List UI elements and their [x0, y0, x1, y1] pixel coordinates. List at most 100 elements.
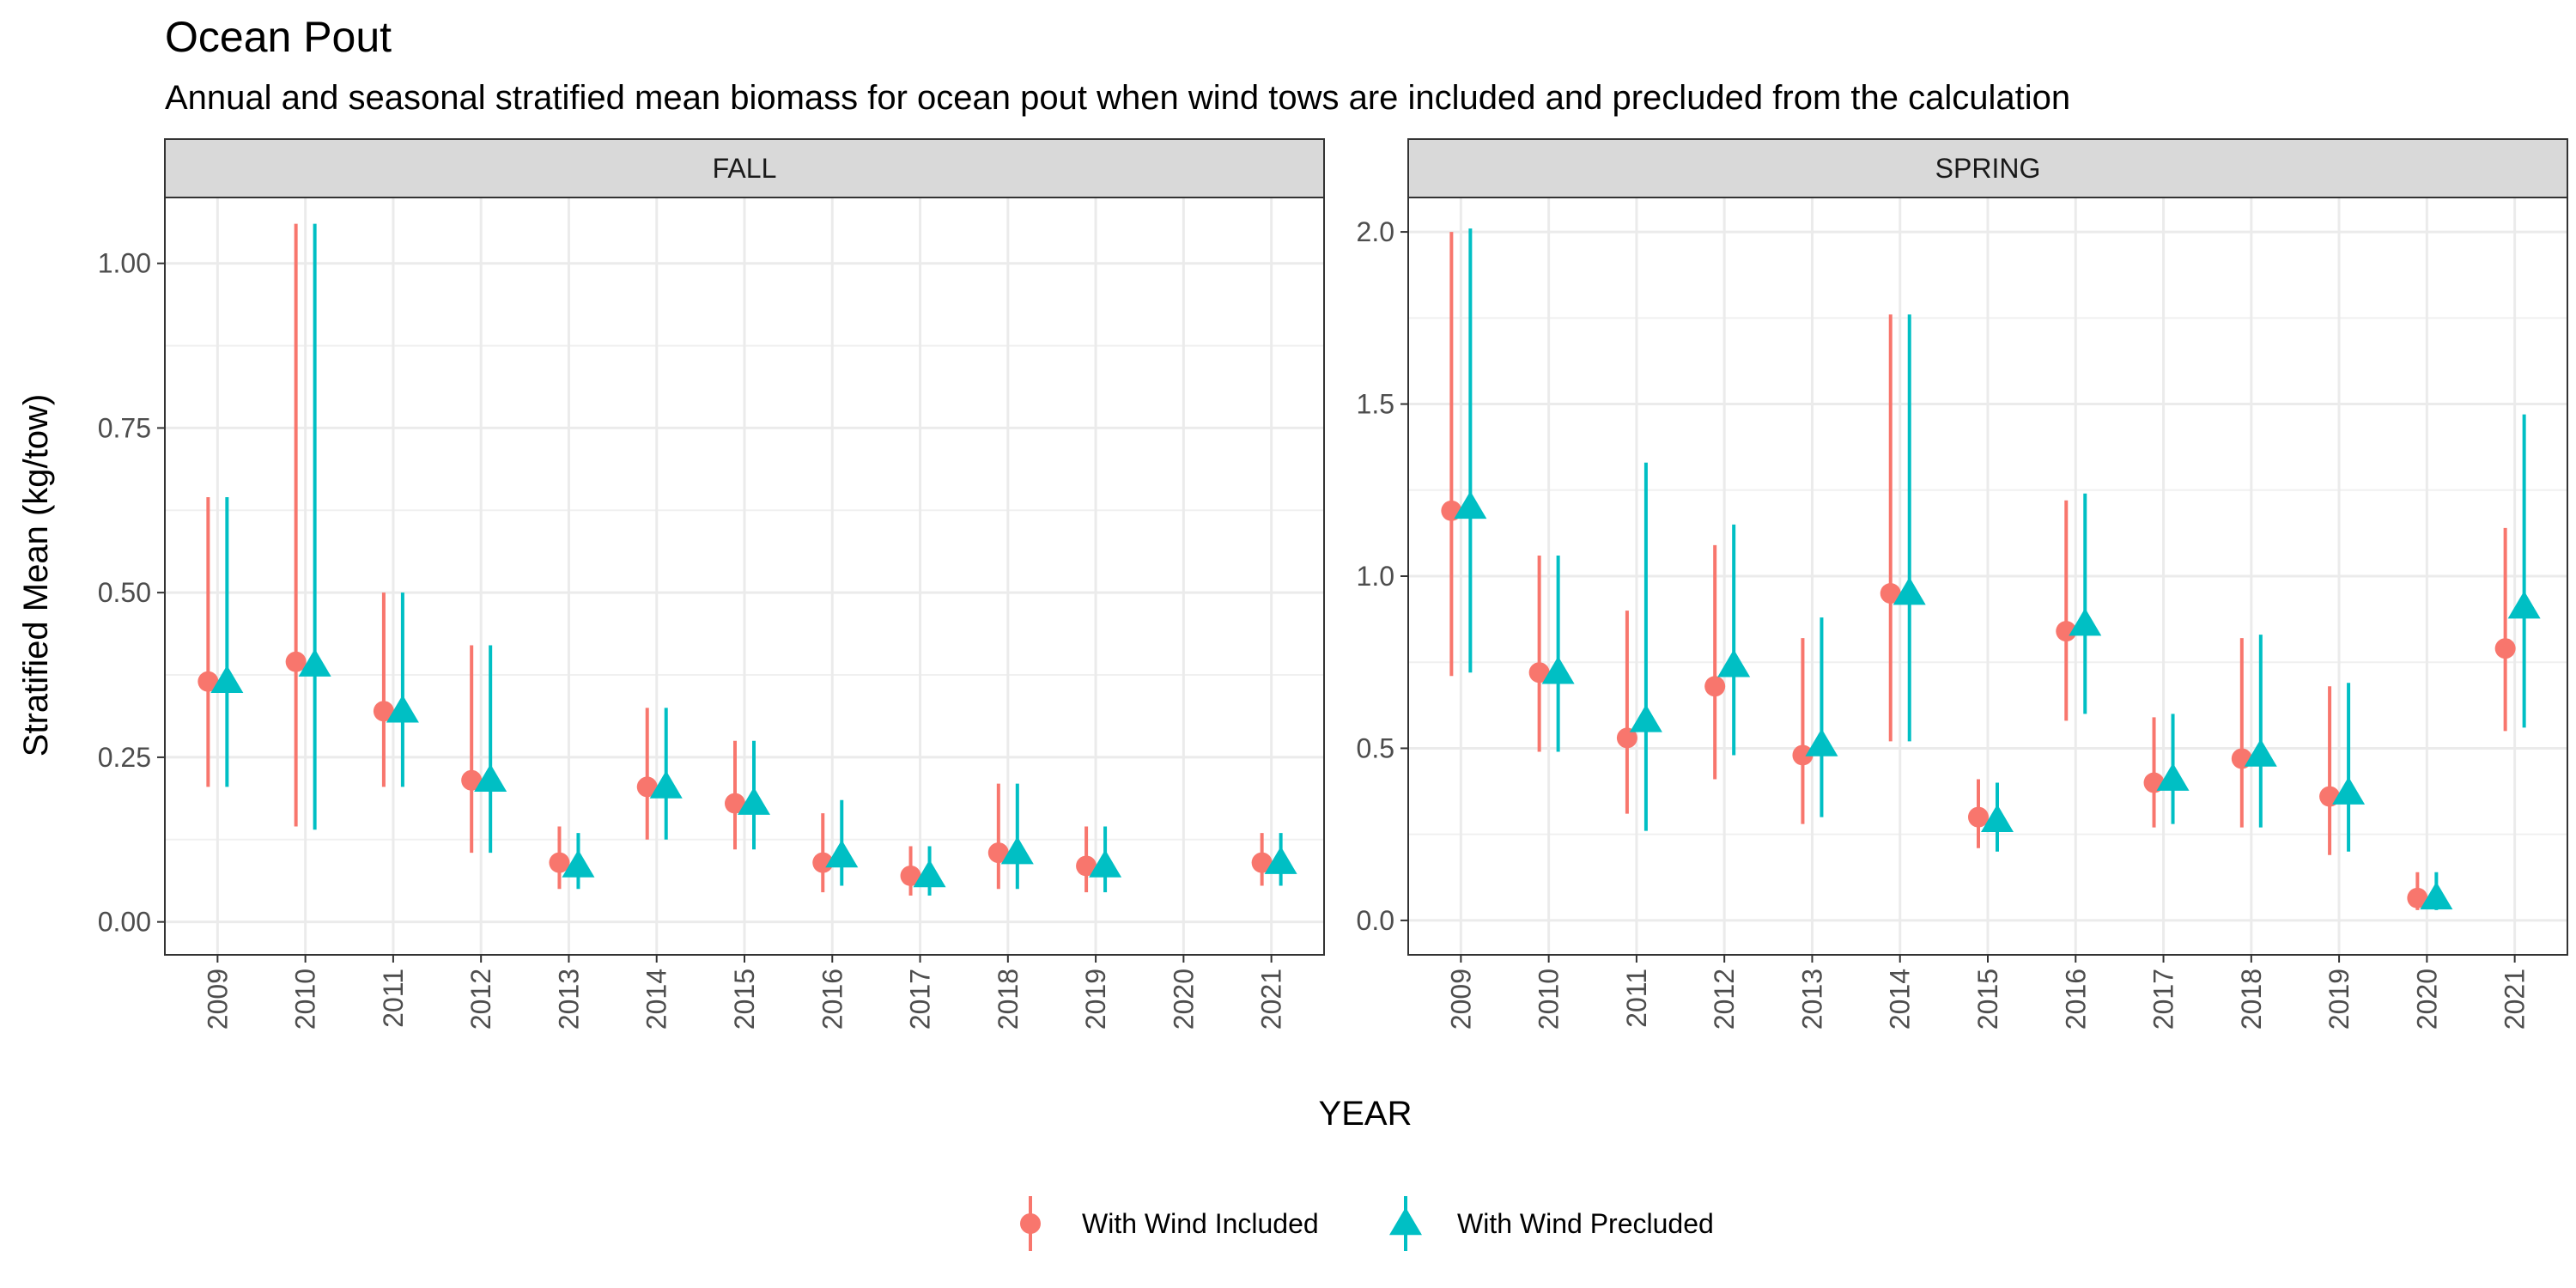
- x-tick-label: 2017: [905, 969, 936, 1030]
- x-tick-label: 2014: [1885, 969, 1916, 1030]
- data-point: [900, 865, 921, 886]
- x-tick-label: 2013: [553, 969, 584, 1030]
- x-tick-label: 2021: [2500, 969, 2530, 1030]
- x-tick-label: 2009: [202, 969, 233, 1030]
- data-point: [1968, 806, 1989, 828]
- data-point: [1000, 836, 1034, 865]
- data-point: [1528, 662, 1550, 683]
- data-point: [1089, 849, 1122, 878]
- x-axis-title: YEAR: [1319, 1095, 1413, 1133]
- x-tick-label: 2015: [1972, 969, 2003, 1030]
- legend-key-circle: [1020, 1213, 1041, 1234]
- data-point: [2332, 776, 2366, 805]
- x-tick-label: 2019: [1080, 969, 1111, 1030]
- data-point: [461, 769, 483, 791]
- x-tick-label: 2015: [729, 969, 760, 1030]
- data-point: [298, 648, 331, 677]
- data-point: [285, 651, 307, 672]
- facet-panels: FALL 0.00 0.25 0.50 0.75 1.00 2009 2010 2011 2012…: [98, 138, 2568, 1030]
- data-point: [373, 701, 394, 722]
- data-point: [1629, 704, 1662, 732]
- x-tick-label: 2009: [1445, 969, 1476, 1030]
- data-point: [2156, 762, 2190, 791]
- legend-key-triangle: [1389, 1207, 1422, 1236]
- facet-strip-label: FALL: [713, 153, 777, 184]
- facet-strip-label: SPRING: [1935, 153, 2041, 184]
- y-tick-label: 0.50: [98, 577, 151, 608]
- panel-border: [1407, 197, 2568, 956]
- data-point: [474, 763, 507, 793]
- data-point: [1893, 577, 1926, 605]
- data-point: [636, 776, 658, 798]
- y-tick-label: 0.25: [98, 742, 151, 773]
- y-tick-label: 0.0: [1357, 905, 1394, 936]
- series-with-wind-included: [197, 223, 1273, 896]
- data-point: [1454, 490, 1487, 519]
- x-tick-label: 2018: [2236, 969, 2267, 1030]
- x-tick-label: 2016: [817, 969, 848, 1030]
- x-tick-label: 2016: [2060, 969, 2091, 1030]
- data-point: [649, 770, 683, 799]
- data-point: [1805, 728, 1838, 756]
- legend-item-with-wind-included: With Wind Included: [1020, 1196, 1319, 1251]
- x-tick-label: 2021: [1256, 969, 1287, 1030]
- legend-label: With Wind Precluded: [1457, 1208, 1714, 1239]
- panel-border: [164, 197, 1325, 956]
- data-point: [2420, 881, 2453, 910]
- y-axis-title: Stratified Mean (kg/tow): [17, 394, 55, 756]
- data-point: [197, 671, 219, 692]
- legend-label: With Wind Included: [1082, 1208, 1319, 1239]
- series-with-wind-precluded: [210, 223, 1297, 896]
- data-point: [1541, 656, 1575, 684]
- data-point: [738, 787, 770, 815]
- legend-item-with-wind-precluded: With Wind Precluded: [1389, 1196, 1714, 1251]
- data-point: [549, 852, 570, 873]
- data-point: [1880, 583, 1901, 605]
- y-tick-label: 0.00: [98, 907, 151, 938]
- y-tick-label: 2.0: [1357, 216, 1394, 247]
- x-tick-label: 2013: [1796, 969, 1827, 1030]
- data-point: [1264, 846, 1297, 874]
- data-point: [2056, 621, 2077, 642]
- x-tick-label: 2014: [641, 969, 672, 1030]
- data-point: [562, 849, 595, 878]
- data-point: [987, 842, 1009, 864]
- data-point: [2507, 591, 2541, 619]
- data-point: [210, 665, 244, 694]
- data-point: [386, 695, 419, 723]
- y-tick-label: 1.00: [98, 248, 151, 279]
- panel-spring: SPRING 0.0 0.5 1.0 1.5 2.0 2009 2010 2011 2012 201…: [1357, 138, 2568, 1030]
- x-tick-label: 2011: [378, 969, 409, 1028]
- data-point: [2494, 638, 2516, 659]
- data-point: [1717, 649, 1751, 677]
- x-tick-label: 2010: [1534, 969, 1564, 1030]
- chart-title: Ocean Pout: [165, 13, 392, 61]
- series-with-wind-precluded: [1454, 228, 2541, 910]
- panel-fall: FALL 0.00 0.25 0.50 0.75 1.00 2009 2010 2011 2012…: [98, 138, 1325, 1030]
- data-point: [725, 793, 745, 814]
- data-point: [1981, 804, 2014, 832]
- data-point: [1616, 727, 1637, 749]
- y-tick-label: 1.5: [1357, 389, 1394, 420]
- data-point: [2407, 887, 2428, 908]
- x-tick-label: 2010: [290, 969, 321, 1030]
- data-point: [913, 859, 946, 888]
- y-tick-label: 1.0: [1357, 561, 1394, 592]
- data-point: [1251, 852, 1273, 873]
- data-point: [812, 852, 834, 873]
- data-point: [825, 839, 859, 868]
- legend: With Wind Included With Wind Precluded: [1020, 1196, 1714, 1251]
- chart-subtitle: Annual and seasonal stratified mean biom…: [165, 79, 2070, 117]
- x-tick-label: 2012: [465, 969, 496, 1030]
- x-tick-label: 2020: [1168, 969, 1199, 1030]
- y-tick-label: 0.75: [98, 412, 151, 443]
- data-point: [1704, 676, 1726, 697]
- data-point: [1792, 744, 1814, 766]
- series-with-wind-included: [1441, 232, 2516, 910]
- y-tick-label: 0.5: [1357, 732, 1394, 763]
- x-tick-label: 2018: [993, 969, 1024, 1030]
- x-tick-label: 2019: [2324, 969, 2354, 1030]
- data-point: [1076, 855, 1097, 877]
- data-point: [2244, 738, 2277, 767]
